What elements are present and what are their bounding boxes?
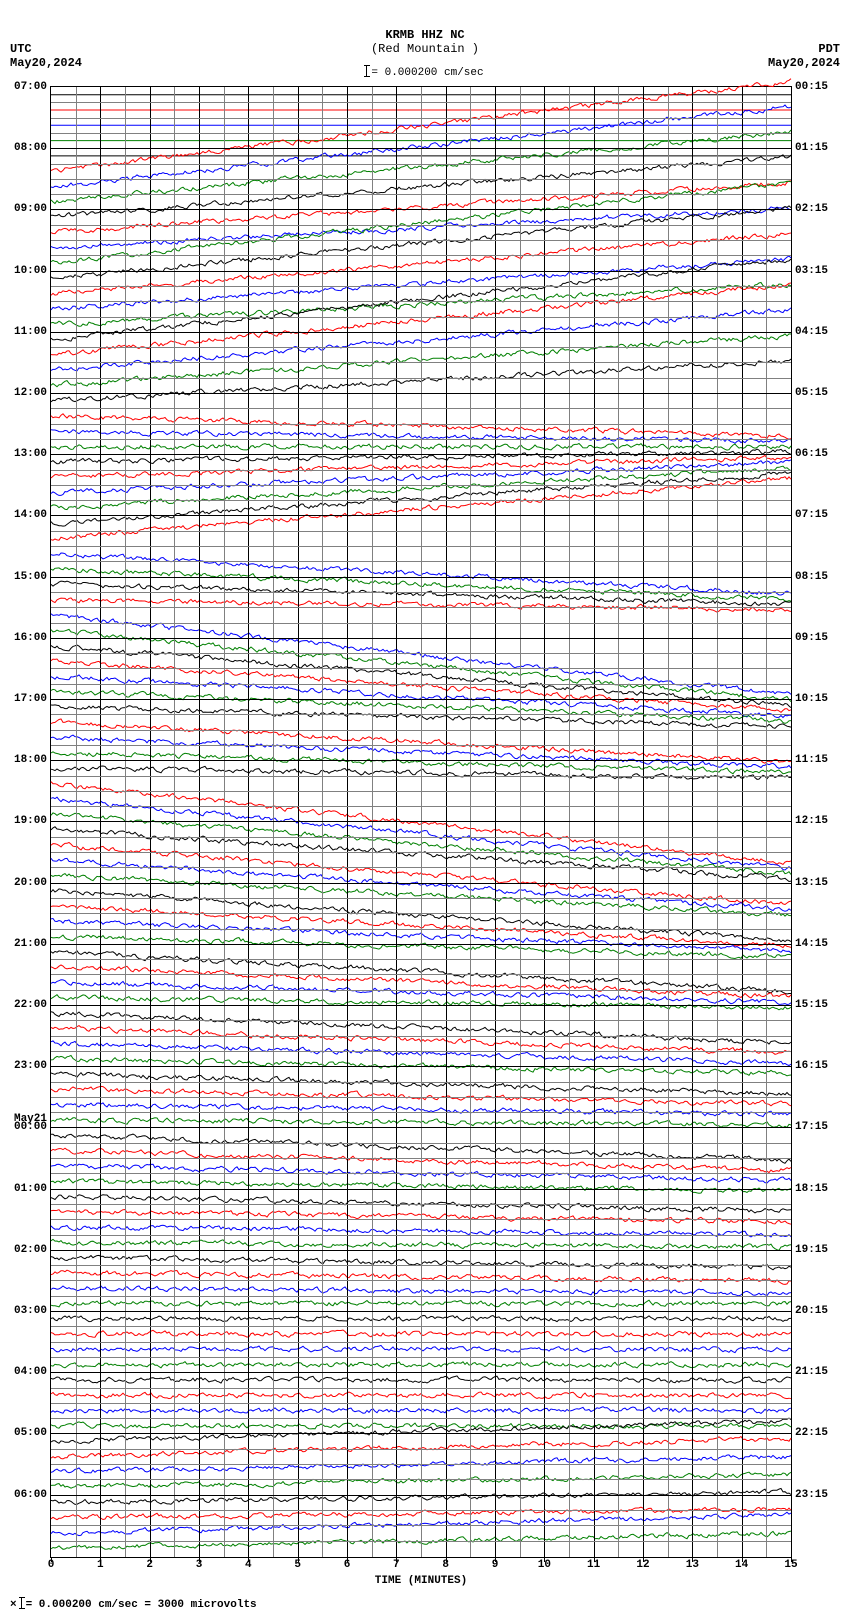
pdt-time-label: 16:15 (795, 1060, 828, 1072)
utc-time-label: 08:00 (14, 142, 47, 154)
utc-date2-label: May21 (14, 1113, 47, 1125)
xaxis-label: TIME (MINUTES) (51, 1575, 791, 1587)
scale-bar-icon (21, 1597, 22, 1609)
pdt-time-label: 08:15 (795, 571, 828, 583)
utc-time-label: 20:00 (14, 877, 47, 889)
utc-time-label: 07:00 (14, 81, 47, 93)
utc-time-label: 03:00 (14, 1305, 47, 1317)
utc-time-label: 16:00 (14, 632, 47, 644)
station-name: (Red Mountain ) (0, 42, 850, 56)
pdt-time-label: 23:15 (795, 1489, 828, 1501)
pdt-time-label: 07:15 (795, 509, 828, 521)
tz-right: PDT (818, 42, 840, 56)
x-tick-label: 3 (196, 1559, 203, 1571)
header: KRMB HHZ NC (Red Mountain ) = 0.000200 c… (0, 0, 850, 86)
pdt-time-label: 10:15 (795, 693, 828, 705)
plot-area: TIME (MINUTES) 07:0008:0009:0010:0011:00… (50, 86, 792, 1558)
x-tick-label: 15 (784, 1559, 797, 1571)
utc-time-label: 02:00 (14, 1244, 47, 1256)
pdt-time-label: 21:15 (795, 1366, 828, 1378)
seismogram-container: KRMB HHZ NC (Red Mountain ) = 0.000200 c… (0, 0, 850, 1613)
pdt-time-label: 03:15 (795, 265, 828, 277)
x-tick-label: 4 (245, 1559, 252, 1571)
x-tick-label: 8 (442, 1559, 449, 1571)
tz-left: UTC (10, 42, 32, 56)
pdt-time-label: 04:15 (795, 326, 828, 338)
utc-time-label: 14:00 (14, 509, 47, 521)
utc-time-label: 12:00 (14, 387, 47, 399)
pdt-time-label: 12:15 (795, 815, 828, 827)
pdt-time-label: 17:15 (795, 1121, 828, 1133)
pdt-time-label: 13:15 (795, 877, 828, 889)
utc-time-label: 11:00 (14, 326, 47, 338)
date-left: May20,2024 (10, 56, 82, 70)
scale-bar-icon (366, 65, 367, 77)
station-code: KRMB HHZ NC (0, 28, 850, 42)
utc-time-label: 04:00 (14, 1366, 47, 1378)
date-right: May20,2024 (768, 56, 840, 70)
utc-time-label: 13:00 (14, 448, 47, 460)
utc-time-label: 09:00 (14, 203, 47, 215)
utc-time-label: 19:00 (14, 815, 47, 827)
pdt-time-label: 11:15 (795, 754, 828, 766)
utc-time-label: 21:00 (14, 938, 47, 950)
x-tick-label: 7 (393, 1559, 400, 1571)
x-tick-label: 12 (636, 1559, 649, 1571)
x-tick-label: 14 (735, 1559, 748, 1571)
pdt-time-label: 14:15 (795, 938, 828, 950)
utc-time-label: 17:00 (14, 693, 47, 705)
x-tick-label: 10 (538, 1559, 551, 1571)
x-tick-label: 2 (146, 1559, 153, 1571)
footer-scale: × = 0.000200 cm/sec = 3000 microvolts (10, 1598, 257, 1611)
pdt-time-label: 20:15 (795, 1305, 828, 1317)
scale-text: = 0.000200 cm/sec (371, 67, 483, 79)
utc-time-label: 18:00 (14, 754, 47, 766)
pdt-time-label: 05:15 (795, 387, 828, 399)
x-tick-label: 6 (344, 1559, 351, 1571)
pdt-time-label: 09:15 (795, 632, 828, 644)
pdt-time-label: 01:15 (795, 142, 828, 154)
pdt-time-label: 22:15 (795, 1427, 828, 1439)
pdt-time-label: 02:15 (795, 203, 828, 215)
footer-scale-text: = 0.000200 cm/sec = 3000 microvolts (26, 1599, 257, 1611)
pdt-time-label: 06:15 (795, 448, 828, 460)
pdt-time-label: 15:15 (795, 999, 828, 1011)
x-tick-label: 11 (587, 1559, 600, 1571)
footer-prefix: × (10, 1599, 17, 1611)
x-tick-label: 9 (492, 1559, 499, 1571)
utc-time-label: 23:00 (14, 1060, 47, 1072)
x-tick-label: 13 (686, 1559, 699, 1571)
x-tick-label: 5 (294, 1559, 301, 1571)
utc-time-label: 06:00 (14, 1489, 47, 1501)
utc-time-label: 22:00 (14, 999, 47, 1011)
utc-time-label: 15:00 (14, 571, 47, 583)
x-tick-label: 1 (97, 1559, 104, 1571)
pdt-time-label: 00:15 (795, 81, 828, 93)
utc-time-label: 10:00 (14, 265, 47, 277)
pdt-time-label: 18:15 (795, 1183, 828, 1195)
pdt-time-label: 19:15 (795, 1244, 828, 1256)
x-tick-label: 0 (48, 1559, 55, 1571)
utc-time-label: 05:00 (14, 1427, 47, 1439)
utc-time-label: 01:00 (14, 1183, 47, 1195)
scale-label: = 0.000200 cm/sec (0, 66, 850, 79)
